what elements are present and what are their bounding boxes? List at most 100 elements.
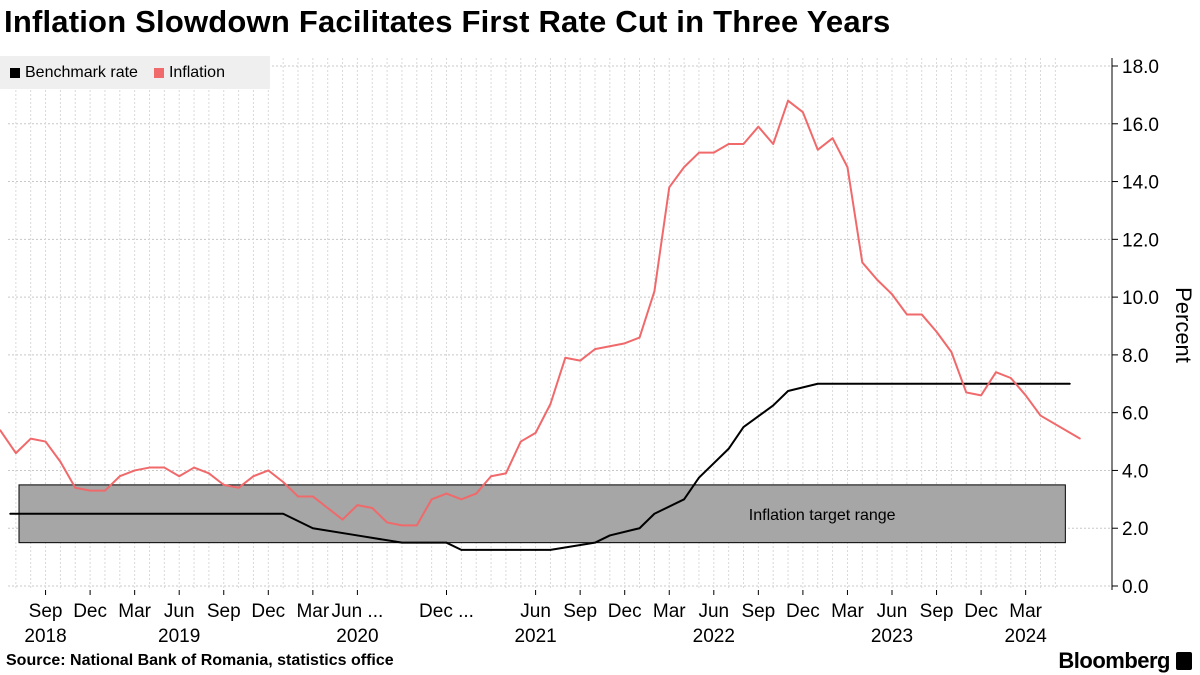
benchmark-rate-point [638, 527, 641, 530]
benchmark-rate-point [549, 549, 552, 551]
y-tick-label: 18.0 [1122, 57, 1159, 78]
inflation-point [297, 495, 299, 498]
benchmark-rate-point [534, 549, 537, 551]
inflation-point [861, 261, 864, 264]
inflation-point [920, 313, 923, 316]
inflation-point [802, 111, 804, 114]
benchmark-rate-point [460, 549, 463, 551]
y-tick-label: 16.0 [1122, 115, 1159, 136]
inflation-point [787, 99, 789, 102]
benchmark-rate-point [727, 447, 730, 450]
benchmark-rate-point [282, 512, 284, 515]
inflation-point [445, 492, 448, 495]
inflation-point [505, 472, 507, 475]
inflation-point [460, 498, 463, 501]
inflation-point [831, 137, 834, 140]
inflation-point [564, 356, 567, 359]
x-tick-label: Dec [251, 601, 285, 622]
bloomberg-mark-icon [1176, 652, 1192, 670]
inflation-point [74, 486, 77, 489]
inflation-point [623, 342, 626, 345]
y-tick-label: 8.0 [1122, 346, 1148, 367]
benchmark-rate-line [10, 382, 1070, 551]
inflation-point [950, 351, 953, 353]
inflation-point [816, 148, 819, 151]
inflation-point [401, 524, 403, 527]
x-year-label: 2020 [336, 626, 378, 647]
x-tick-label: Dec ... [419, 601, 474, 622]
benchmark-rate-point [787, 390, 789, 392]
inflation-point [757, 125, 760, 128]
axis-layer: 0.0 2.0 4.0 6.0 8.0 10.0 12.0 14.0 16.0 18.0 Sep 20… [24, 57, 1159, 647]
inflation-point [490, 475, 492, 478]
x-tick-label: Jun [520, 601, 551, 622]
inflation-point [326, 507, 329, 509]
benchmark-rate-point [445, 541, 448, 544]
inflation-point [668, 186, 671, 189]
y-tick-label: 0.0 [1122, 577, 1148, 598]
inflation-point [653, 290, 656, 293]
inflation-point [44, 440, 47, 443]
inflation-point [371, 507, 374, 509]
x-tick-label: Mar [831, 601, 864, 622]
inflation-point [178, 475, 180, 478]
inflation-point [698, 151, 700, 154]
inflation-point [15, 452, 17, 454]
grid [8, 58, 1112, 590]
legend-swatch-inflation [153, 67, 164, 78]
inflation-point [416, 524, 418, 527]
inflation-point [341, 518, 344, 521]
inflation-line [0, 99, 1081, 527]
brand-logo: Bloomberg [1058, 648, 1170, 673]
inflation-point [742, 143, 745, 145]
inflation-point [549, 403, 552, 405]
x-tick-label: Sep [563, 601, 597, 622]
benchmark-rate-point [683, 498, 685, 501]
y-tick-label: 12.0 [1122, 230, 1159, 251]
inflation-point [104, 489, 106, 492]
benchmark-rate-point [356, 534, 359, 537]
inflation-point [475, 492, 478, 495]
inflation-point [579, 359, 581, 362]
inflation-point [252, 475, 255, 478]
chart-title: Inflation Slowdown Facilitates First Rat… [4, 4, 891, 39]
inflation-point [609, 345, 611, 348]
inflation-point [638, 336, 641, 339]
x-tick-label: Mar [118, 601, 151, 622]
source-note: Source: National Bank of Romania, statis… [6, 652, 394, 669]
inflation-point [237, 486, 240, 489]
inflation-point [891, 293, 893, 296]
legend-item-inflation: Inflation [153, 64, 225, 82]
inflation-point [208, 472, 210, 475]
benchmark-rate-point [609, 534, 611, 537]
inflation-point [519, 440, 522, 443]
inflation-point [386, 521, 388, 524]
x-tick-label: Sep [207, 601, 241, 622]
inflation-point [876, 278, 878, 281]
legend-item-benchmark: Benchmark rate [10, 64, 138, 82]
benchmark-rate-point [9, 512, 11, 515]
x-tick-label: Dec [786, 601, 820, 622]
inflation-point [356, 504, 359, 506]
inflation-point [683, 166, 685, 168]
inflation-point [906, 313, 908, 316]
benchmark-rate-point [401, 541, 403, 544]
series-layer [0, 99, 1081, 551]
x-year-label: 2018 [24, 626, 66, 647]
x-tick-label: Jun ... [332, 601, 384, 622]
target-band-label: Inflation target range [749, 507, 896, 524]
y-axis-label: Percent [1171, 287, 1196, 363]
y-tick-label: 10.0 [1122, 288, 1159, 309]
inflation-point [163, 466, 166, 469]
benchmark-rate-point [267, 512, 270, 515]
x-tick-label: Sep [741, 601, 775, 622]
inflation-point [29, 437, 32, 440]
benchmark-rate-point [698, 476, 700, 479]
inflation-point [1010, 377, 1012, 379]
inflation-point [727, 143, 730, 145]
x-year-label: 2024 [1005, 626, 1048, 647]
x-tick-label: Dec [964, 601, 998, 622]
x-tick-label: Mar [653, 601, 686, 622]
x-tick-label: Dec [73, 601, 107, 622]
inflation-point [965, 391, 968, 394]
